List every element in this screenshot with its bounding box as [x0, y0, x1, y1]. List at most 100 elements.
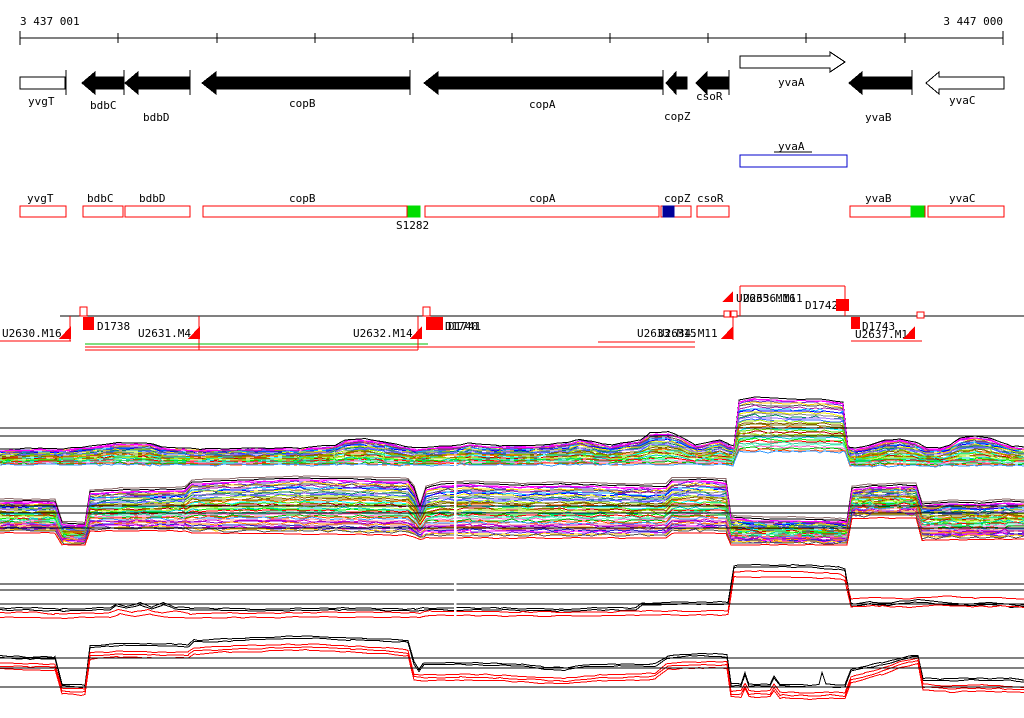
tu-flag-D1738[interactable]	[83, 317, 94, 330]
gene-label-csoR: csoR	[696, 90, 723, 103]
profile-line	[0, 494, 1024, 533]
segment-box-bdbD[interactable]	[124, 205, 191, 218]
gene-label-yvaA: yvaA	[778, 76, 805, 89]
panel-separator-gap	[454, 462, 457, 620]
gene-arrow-copZ[interactable]	[665, 70, 688, 96]
profile-feature-line	[0, 516, 1024, 546]
profile-line	[0, 643, 1024, 694]
tu-flag-U2637[interactable]	[903, 326, 915, 339]
profile-line	[0, 514, 1024, 545]
profile-feature-line	[0, 477, 1024, 525]
gene-label-yvaC: yvaC	[949, 94, 976, 107]
gene-label-bdbC: bdbC	[90, 99, 117, 112]
segment-track: yvgT bdbC bdbD copB copA copZ csoR yvaB yvaC S128…	[19, 192, 1005, 232]
segment-marker-S1282[interactable]	[407, 205, 421, 218]
segment-label-yvaB: yvaB	[865, 192, 892, 205]
tu-label-D1741: D1741	[448, 320, 481, 333]
profile-line	[0, 565, 1024, 613]
tu-label-U2633.M15: U2633.M15	[637, 327, 697, 340]
panel-conditions-main	[0, 475, 1024, 546]
gene-label-yvgT: yvgT	[28, 95, 55, 108]
profile-line	[0, 450, 1024, 468]
profile-line	[0, 569, 1024, 616]
segment-box-yvaC[interactable]	[927, 205, 1005, 218]
tu-label-U2630.M16: U2630.M16	[2, 327, 62, 340]
profile-line	[0, 484, 1024, 529]
tu-label-U2636.M11: U2636.M11	[743, 292, 803, 305]
gene-arrow-bdbD[interactable]	[124, 70, 191, 96]
tu-label-D1742: D1742	[805, 299, 838, 312]
segment-marker-copZ-marker[interactable]	[662, 205, 675, 218]
segment-marker-label-S1282: S1282	[396, 219, 429, 232]
profile-line	[0, 635, 1024, 687]
tu-flag-U2633[interactable]	[721, 326, 733, 339]
tu-flag-D1742[interactable]	[836, 299, 849, 311]
tu-label-U2637.M14: U2637.M14	[855, 328, 915, 341]
gene-label-copZ: copZ	[664, 110, 691, 123]
tu-label-U2632.M14: U2632.M14	[353, 327, 413, 340]
profile-line	[0, 500, 1024, 536]
segment-label-bdbC: bdbC	[87, 192, 114, 205]
segment-box-csoR[interactable]	[696, 205, 730, 218]
gene-arrow-bdbC[interactable]	[81, 70, 125, 96]
panel-mean-upper	[0, 563, 1024, 620]
gene-arrow-yvaB[interactable]	[848, 70, 913, 96]
misc-feature-box-yvaA[interactable]	[739, 154, 848, 168]
segment-box-copZ[interactable]	[660, 205, 692, 218]
segment-label-bdbD: bdbD	[139, 192, 166, 205]
profile-line	[0, 489, 1024, 530]
profile-line	[0, 563, 1024, 611]
tu-label-U2634.M11: U2634.M11	[658, 327, 718, 340]
tu-label-U2631.M4: U2631.M4	[138, 327, 191, 340]
segment-box-bdbC[interactable]	[82, 205, 124, 218]
gene-label-copA: copA	[529, 98, 556, 111]
tu-open-marker[interactable]	[916, 311, 925, 319]
profile-line	[0, 513, 1024, 544]
gene-track: yvgT bdbC bdbD copB copA copZ csoR yvaA yvaB yvaC	[19, 51, 1005, 124]
profile-feature-line	[0, 396, 1024, 451]
tu-open-marker[interactable]	[422, 306, 431, 317]
tu-label-D1743: D1743	[862, 320, 895, 333]
tu-flag-D1743[interactable]	[851, 317, 860, 329]
segment-label-csoR: csoR	[697, 192, 724, 205]
overlays	[454, 462, 457, 620]
gene-arrow-yvaC[interactable]	[925, 70, 1005, 96]
segment-box-yvgT[interactable]	[19, 205, 67, 218]
ruler-track: 3 437 001 3 447 000	[19, 15, 1004, 45]
segment-box-copA[interactable]	[424, 205, 660, 218]
tu-flag-U2631[interactable]	[188, 326, 200, 339]
tu-flag-U2630[interactable]	[59, 326, 71, 339]
segment-label-copA: copA	[529, 192, 556, 205]
segment-label-copB: copB	[289, 192, 316, 205]
profile-feature-line	[0, 397, 1024, 452]
profile-line	[0, 499, 1024, 536]
tu-flag-U2632[interactable]	[410, 326, 422, 339]
tu-flag-U2635[interactable]	[722, 291, 733, 302]
tu-open-marker[interactable]	[723, 310, 731, 318]
gene-arrow-yvgT[interactable]	[19, 76, 66, 90]
profile-line	[0, 575, 1024, 620]
panel-mean-lower	[0, 635, 1024, 701]
profile-line	[0, 646, 1024, 698]
tu-open-marker[interactable]	[730, 310, 738, 318]
expression-profile-panels	[0, 396, 1024, 701]
gene-arrow-copB[interactable]	[201, 70, 411, 96]
gene-arrow-copA[interactable]	[423, 70, 664, 96]
profile-line	[0, 398, 1024, 452]
segment-box-copB[interactable]	[202, 205, 408, 218]
tu-label-D1738: D1738	[97, 320, 130, 333]
gene-label-yvaB: yvaB	[865, 111, 892, 124]
segment-label-yvaC: yvaC	[949, 192, 976, 205]
profile-line	[0, 427, 1024, 460]
tu-flag-D1740[interactable]	[426, 317, 443, 330]
segment-box-yvaB[interactable]	[849, 205, 926, 218]
tu-open-marker[interactable]	[79, 306, 88, 317]
profile-line	[0, 510, 1024, 542]
gene-arrow-yvaA[interactable]	[739, 51, 846, 73]
profile-line	[0, 498, 1024, 535]
segment-marker-yvaB-marker[interactable]	[910, 205, 925, 218]
segment-label-copZ: copZ	[664, 192, 691, 205]
